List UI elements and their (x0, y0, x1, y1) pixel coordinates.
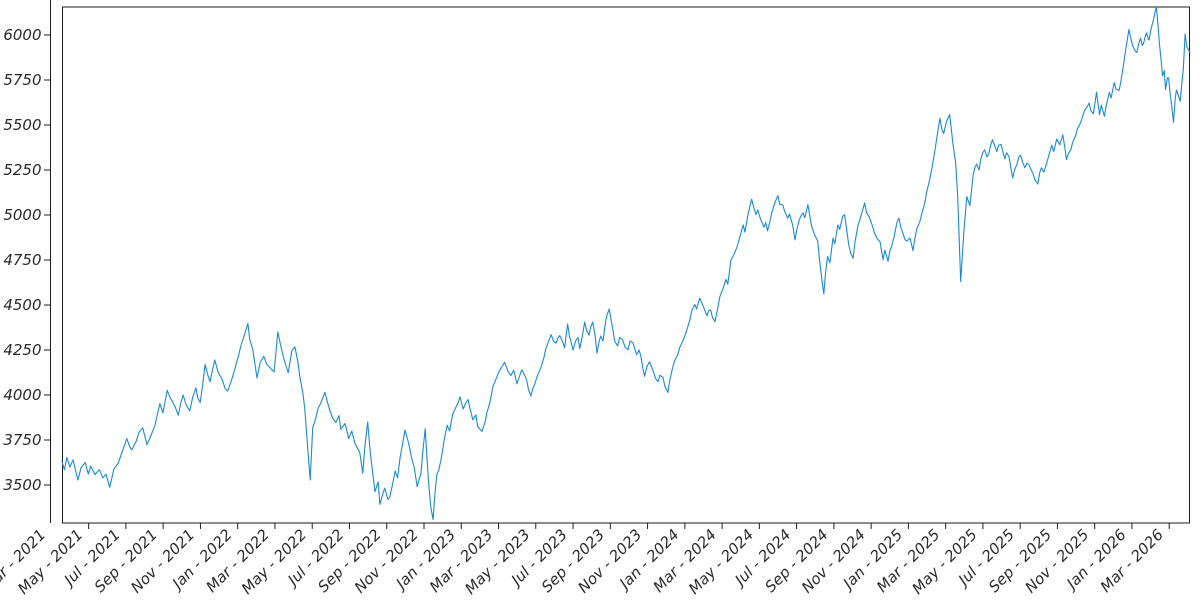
y-axis: 3500 3750 4000 4250 4500 4750 5000 5250 5500 5750… (3, 0, 51, 523)
y-tick-label: 5500 (3, 116, 41, 134)
y-tick-label: 4750 (3, 251, 41, 269)
y-tick-label: 5250 (3, 161, 41, 179)
y-tick-label: 5000 (3, 206, 41, 224)
y-tick-label: 6000 (3, 26, 41, 44)
y-tick-label: 3500 (3, 476, 41, 494)
y-tick-label: 4000 (3, 386, 41, 404)
plot-frame (62, 6, 1190, 524)
y-tick-label: 5750 (3, 71, 41, 89)
y-tick-label: 4250 (3, 341, 41, 359)
price-line (61, 6, 1191, 521)
y-tick-label: 4500 (3, 296, 41, 314)
y-tick-label: 3750 (3, 431, 41, 449)
